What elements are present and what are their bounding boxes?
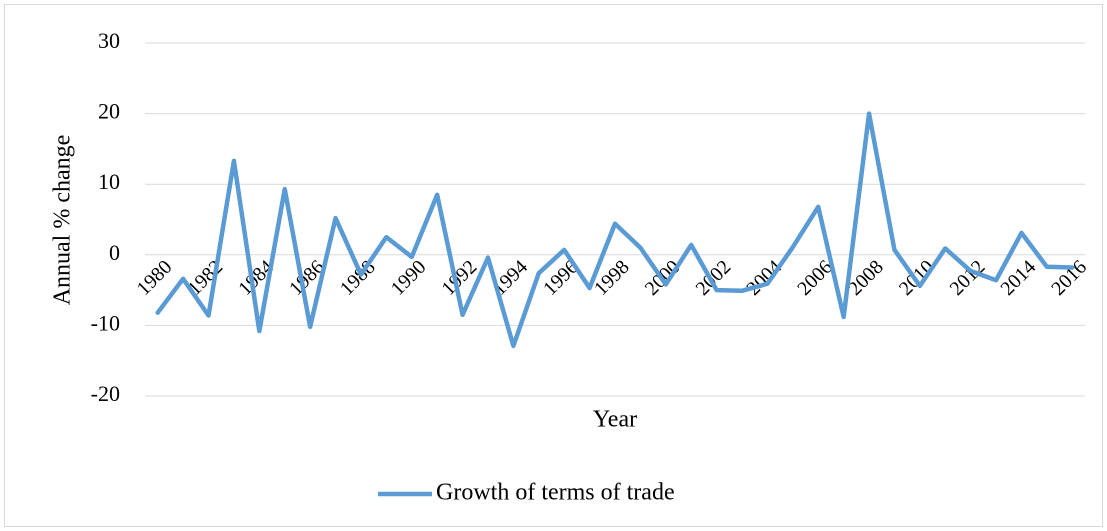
y-tick-label: -20 [91,381,120,406]
data-line [155,111,1075,349]
chart-border [4,4,1103,527]
y-tick-label: 10 [98,169,120,194]
y-axis-title: Annual % change [50,135,76,306]
y-tick-label: 30 [98,28,120,53]
legend-label: Growth of terms of trade [436,480,675,506]
y-tick-label: 20 [98,99,120,124]
y-tick-label: 0 [109,240,120,265]
x-axis-title: Year [593,407,637,433]
y-tick-label: -10 [91,310,120,335]
